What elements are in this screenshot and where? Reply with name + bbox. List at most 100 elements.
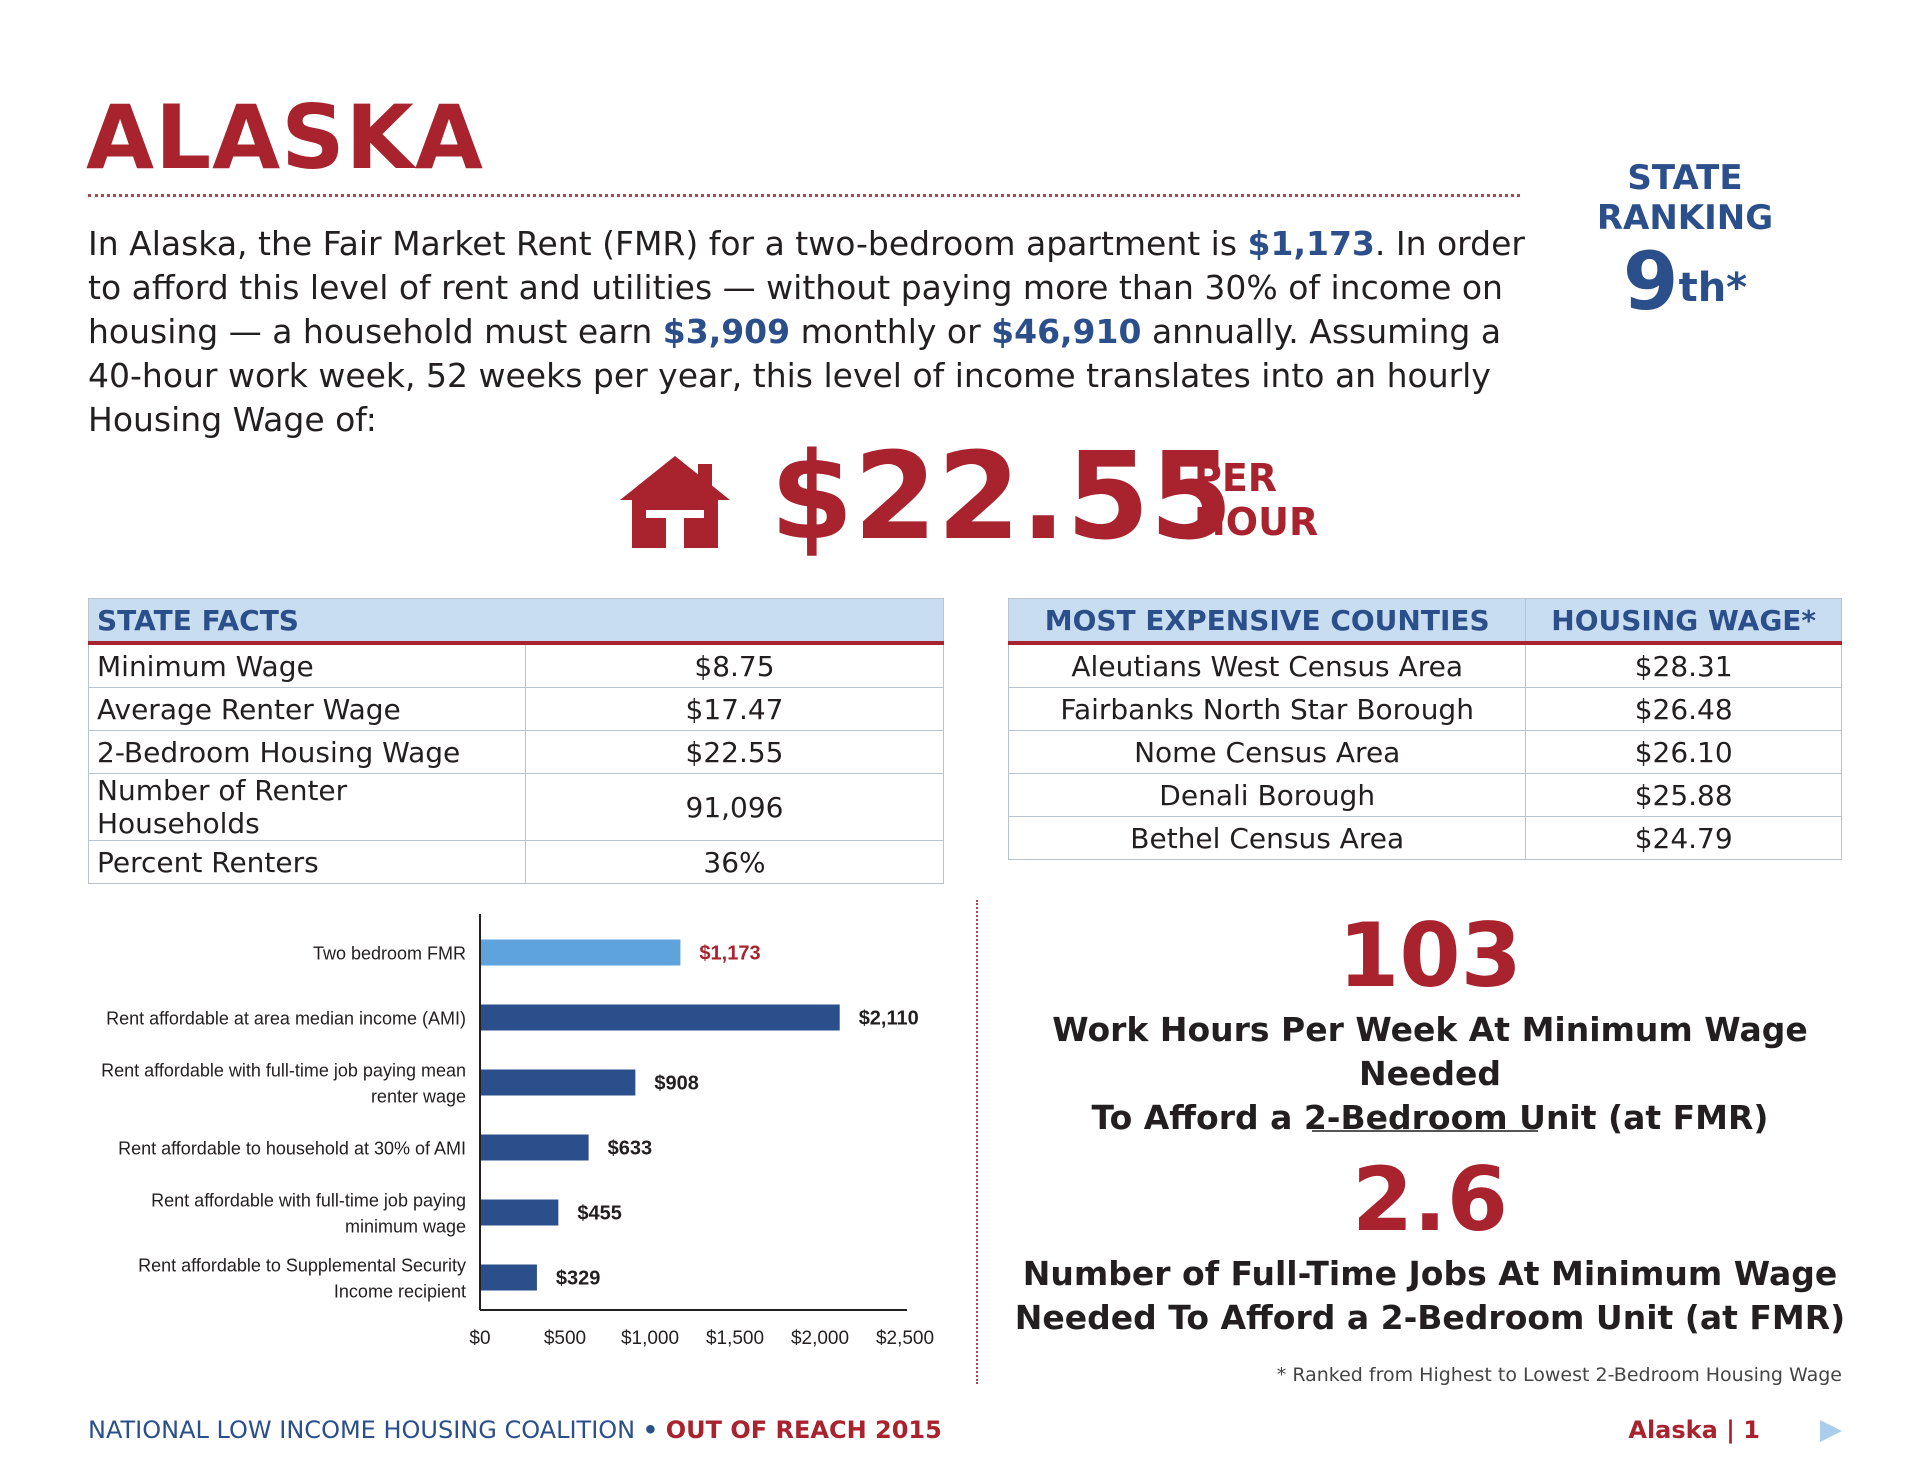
intro-paragraph: In Alaska, the Fair Market Rent (FMR) fo… [88, 222, 1538, 442]
table-row: Denali Borough $25.88 [1007, 773, 1842, 817]
county-wage: $26.48 [1525, 687, 1842, 731]
housing-wage-value: $22.55 [770, 428, 1234, 567]
table-row: Fairbanks North Star Borough $26.48 [1007, 687, 1842, 731]
ranking-label-1: STATE [1627, 158, 1743, 198]
intro-text-3: monthly or [790, 312, 992, 351]
chart-category-label: Two bedroom FMR [313, 944, 466, 964]
house-icon [620, 456, 730, 548]
table-row: Average Renter Wage $17.47 [88, 687, 944, 731]
chart-value-label: $329 [556, 1268, 601, 1290]
chart-x-tick-label: $0 [469, 1328, 490, 1349]
state-facts-table: STATE FACTS Minimum Wage $8.75 Average Re… [88, 598, 944, 884]
fact-value: $8.75 [525, 642, 944, 688]
jobs-label-line-2: Needed To Afford a 2-Bedroom Unit (at FM… [1014, 1298, 1846, 1337]
footer-page-separator: | [1726, 1416, 1735, 1444]
footer-publication-title: OUT OF REACH 2015 [665, 1416, 942, 1444]
chart-category-label: minimum wage [345, 1217, 466, 1237]
footer-org: NATIONAL LOW INCOME HOUSING COALITION [88, 1416, 636, 1444]
chart-x-tick-label: $2,500 [876, 1328, 934, 1349]
table-row: Number of Renter Households 91,096 [88, 773, 944, 841]
ranking-footnote: * Ranked from Highest to Lowest 2-Bedroo… [1276, 1364, 1842, 1386]
chart-category-label: Rent affordable with full-time job payin… [151, 1191, 466, 1211]
intro-annual: $46,910 [991, 312, 1142, 351]
chart-category-label: Rent affordable at area median income (A… [106, 1009, 466, 1029]
state-facts-header: STATE FACTS [88, 598, 944, 645]
county-wage: $24.79 [1525, 816, 1842, 860]
county-name: Denali Borough [1007, 773, 1527, 817]
chart-value-label: $633 [608, 1138, 653, 1160]
wage-unit-line-1: PER [1194, 456, 1278, 500]
jobs-label-line-1: Number of Full-Time Jobs At Minimum Wage [1022, 1254, 1838, 1293]
chart-value-label: $2,110 [859, 1008, 919, 1030]
chart-bar [481, 1004, 840, 1031]
full-time-jobs-label: Number of Full-Time Jobs At Minimum Wage… [1000, 1252, 1860, 1340]
county-name: Bethel Census Area [1007, 816, 1527, 860]
intro-fmr: $1,173 [1247, 224, 1375, 263]
chart-bar [481, 1199, 559, 1226]
page-title: ALASKA [86, 86, 484, 189]
county-name: Aleutians West Census Area [1007, 642, 1527, 688]
chart-category-label: Rent affordable to Supplemental Security [138, 1256, 466, 1276]
fact-label: Percent Renters [88, 840, 526, 884]
fact-value: $17.47 [525, 687, 944, 731]
rent-affordability-chart: $0 $500 $1,000 $1,500 $2,000 $2,500 $1,173 Two … [101, 914, 934, 1349]
full-time-jobs-value: 2.6 [1352, 1148, 1508, 1251]
fact-value: $22.55 [525, 730, 944, 774]
chart-value-label: $455 [577, 1203, 622, 1225]
footer-page-number: 1 [1743, 1416, 1760, 1444]
fact-value: 91,096 [525, 773, 944, 841]
chart-category-label: Rent affordable to household at 30% of A… [118, 1139, 466, 1159]
ranking-label-2: RANKING [1596, 198, 1774, 238]
wage-unit-line-2: HOUR [1194, 500, 1319, 544]
chart-category-label: Income recipient [334, 1282, 466, 1302]
intro-monthly: $3,909 [662, 312, 791, 351]
chart-x-tick-label: $500 [544, 1328, 586, 1349]
section-divider [976, 900, 978, 1384]
footer-publication: NATIONAL LOW INCOME HOUSING COALITION • … [88, 1416, 942, 1444]
fact-label: Average Renter Wage [88, 687, 526, 731]
housing-wage-unit: PER HOUR [1194, 456, 1318, 544]
ranking-suffix: th* [1678, 265, 1748, 311]
counties-header-wage: HOUSING WAGE* [1525, 598, 1842, 645]
next-page-arrow-icon[interactable] [1818, 1418, 1844, 1444]
counties-header-county: MOST EXPENSIVE COUNTIES [1007, 598, 1527, 645]
intro-text-1: In Alaska, the Fair Market Rent (FMR) fo… [88, 224, 1248, 263]
chart-bar [481, 1264, 537, 1291]
chart-bar [481, 1069, 636, 1096]
work-hours-label-line-1: Work Hours Per Week At Minimum Wage Need… [1052, 1010, 1808, 1093]
stats-divider [1312, 1130, 1538, 1132]
chart-x-tick-label: $1,500 [706, 1328, 764, 1349]
state-ranking: STATE RANKING 9th* [1560, 158, 1810, 322]
table-row: Minimum Wage $8.75 [88, 642, 944, 688]
chart-x-tick-label: $2,000 [791, 1328, 849, 1349]
county-name: Nome Census Area [1007, 730, 1527, 774]
intro-text-4: annually. Assuming a 40-hour work week, … [88, 312, 1502, 439]
chart-value-label: $1,173 [699, 943, 760, 965]
table-row: Aleutians West Census Area $28.31 [1007, 642, 1842, 688]
footer-page: Alaska | 1 [1600, 1416, 1760, 1444]
title-divider [88, 194, 1520, 197]
chart-category-label: Rent affordable with full-time job payin… [101, 1061, 466, 1081]
fact-label: 2-Bedroom Housing Wage [88, 730, 526, 774]
county-wage: $28.31 [1525, 642, 1842, 688]
county-wage: $25.88 [1525, 773, 1842, 817]
chart-bar [481, 1134, 589, 1161]
table-row: Bethel Census Area $24.79 [1007, 816, 1842, 860]
fact-label: Minimum Wage [88, 642, 526, 688]
fact-value: 36% [525, 840, 944, 884]
county-wage: $26.10 [1525, 730, 1842, 774]
ranking-value: 9th* [1560, 242, 1810, 322]
intro-text-2: . In order to afford this level of rent … [88, 224, 1525, 351]
chart-x-tick-label: $1,000 [621, 1328, 679, 1349]
work-hours-label: Work Hours Per Week At Minimum Wage Need… [1000, 1008, 1860, 1140]
expensive-counties-table: MOST EXPENSIVE COUNTIES HOUSING WAGE* Al… [1007, 598, 1842, 860]
footer-page-label: Alaska [1628, 1416, 1718, 1444]
table-row: Nome Census Area $26.10 [1007, 730, 1842, 774]
table-row: 2-Bedroom Housing Wage $22.55 [88, 730, 944, 774]
chart-bar [481, 939, 681, 966]
chart-value-label: $908 [654, 1073, 699, 1095]
ranking-number: 9 [1622, 235, 1679, 328]
county-name: Fairbanks North Star Borough [1007, 687, 1527, 731]
table-row: Percent Renters 36% [88, 840, 944, 884]
work-hours-value: 103 [1338, 904, 1522, 1007]
